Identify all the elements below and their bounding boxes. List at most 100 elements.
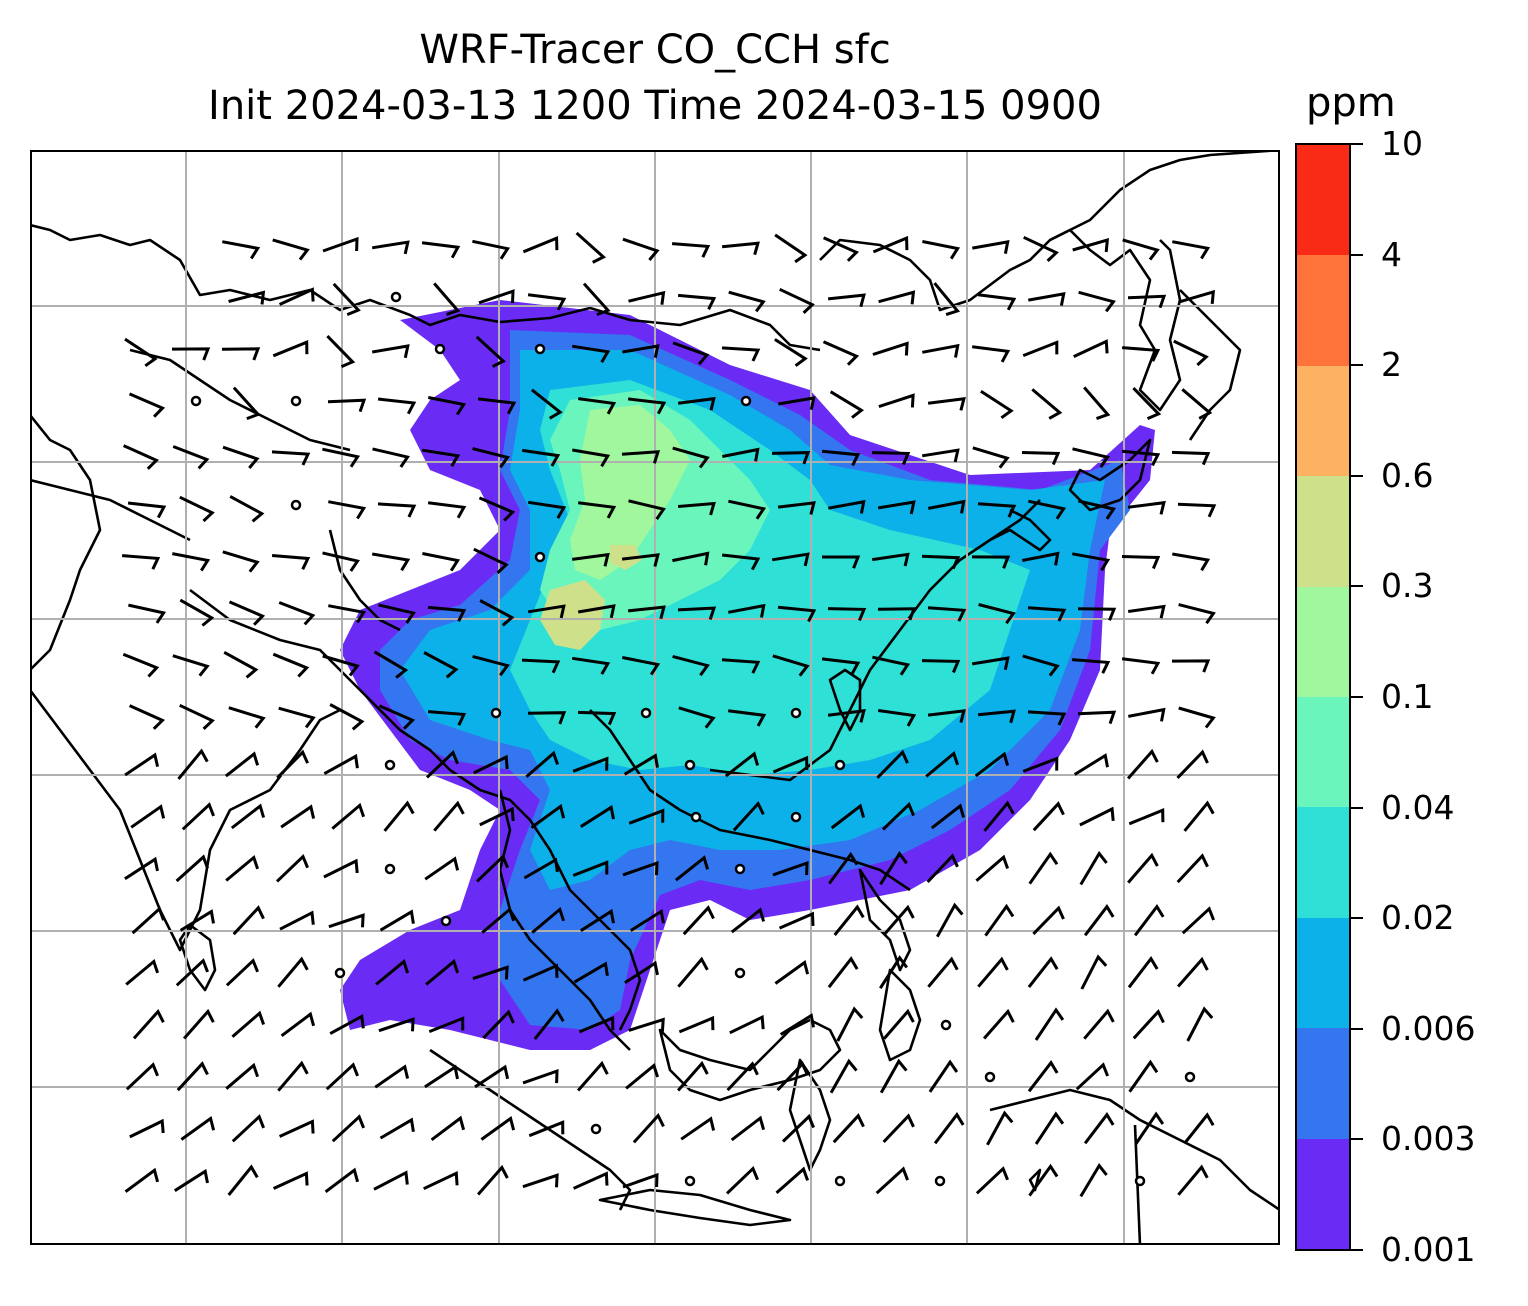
wind-barb — [378, 603, 416, 624]
wind-barb — [1183, 1112, 1215, 1145]
colorbar-tick-label: 0.02 — [1381, 898, 1455, 938]
wind-barb — [1127, 500, 1166, 515]
wind-barb — [879, 1058, 908, 1094]
wind-barb — [982, 1008, 1015, 1040]
wind-barb — [772, 654, 810, 677]
wind-barb — [925, 750, 960, 778]
colorbar-unit: ppm — [1306, 80, 1396, 126]
wind-barb — [1171, 450, 1211, 466]
wind-barb — [922, 343, 960, 358]
wind-barb — [379, 909, 415, 932]
wind-barb — [872, 341, 909, 356]
wind-barb — [522, 963, 559, 982]
wind-barb — [582, 282, 611, 317]
wind-barb — [1127, 956, 1159, 989]
wind-barb — [525, 750, 560, 778]
calm-wind-marker — [790, 707, 802, 719]
wind-barb — [478, 496, 516, 522]
wind-barb — [1127, 852, 1159, 884]
wind-barb — [472, 239, 511, 260]
wind-barb — [127, 501, 167, 519]
wind-barb — [323, 858, 359, 879]
wind-barb — [232, 386, 261, 421]
wind-barb — [576, 1060, 609, 1092]
wind-barb — [482, 1009, 515, 1039]
wind-barb — [176, 1061, 209, 1092]
wind-barb — [578, 1015, 615, 1034]
colorbar-tick-label: 0.001 — [1381, 1230, 1476, 1269]
wind-barb — [771, 552, 810, 567]
colorbar-tick-label: 0.1 — [1381, 677, 1434, 716]
wind-barb — [571, 344, 611, 363]
wind-barb — [128, 603, 167, 624]
wind-barb — [726, 1061, 759, 1092]
wind-barb — [1072, 447, 1110, 468]
wind-barb — [328, 604, 367, 624]
colorbar-tick — [1351, 474, 1363, 477]
wind-barb — [277, 1060, 309, 1092]
wind-barb — [672, 446, 710, 469]
wind-barb — [521, 658, 561, 674]
calm-wind-marker — [640, 707, 652, 719]
wind-barb — [732, 800, 765, 832]
wind-barb — [986, 1110, 1014, 1146]
wind-barb — [671, 242, 711, 258]
wind-barb — [730, 907, 766, 934]
colorbar-tick-label: 0.04 — [1381, 787, 1455, 827]
wind-barb — [1022, 756, 1059, 773]
wind-barb — [1027, 606, 1067, 622]
wind-barb — [475, 854, 509, 883]
wind-barb — [1176, 749, 1209, 779]
wind-barb — [935, 902, 964, 938]
calm-wind-marker — [290, 499, 302, 511]
wind-barb — [629, 908, 665, 932]
colorbar-tick — [1351, 1249, 1363, 1251]
wind-barb — [878, 393, 915, 409]
wind-barb — [523, 857, 559, 880]
wind-barb — [129, 1118, 165, 1139]
wind-barb — [1080, 954, 1108, 990]
wind-barb — [1028, 292, 1066, 306]
calm-wind-marker — [190, 395, 202, 407]
wind-barb — [1079, 850, 1108, 886]
wind-barb — [921, 659, 961, 674]
wind-barb — [533, 1008, 565, 1041]
wind-barb — [1178, 603, 1216, 625]
wind-barb — [272, 652, 310, 678]
wind-barb — [773, 338, 808, 367]
wind-barb — [323, 753, 359, 776]
wind-barb — [926, 853, 959, 884]
wind-barb — [225, 958, 259, 987]
colorbar-tick-label: 0.003 — [1381, 1119, 1476, 1159]
wind-barb — [1079, 806, 1115, 827]
wind-barb — [877, 709, 917, 727]
wind-barb — [881, 801, 915, 831]
wind-barb — [473, 547, 509, 575]
wind-barb — [227, 1164, 259, 1196]
wind-barb — [1032, 905, 1065, 935]
wind-barb — [872, 235, 909, 254]
wind-barb — [1083, 904, 1115, 937]
wind-barb — [131, 906, 166, 935]
wind-barb — [872, 655, 911, 676]
wind-barb — [572, 448, 611, 468]
wind-barb — [328, 500, 367, 520]
wind-barb — [272, 238, 310, 261]
wind-barb — [222, 445, 260, 469]
calm-wind-marker — [534, 343, 546, 355]
wind-barb — [577, 710, 617, 726]
wind-barb — [179, 598, 215, 627]
wind-barb — [1077, 710, 1117, 725]
wind-barb — [1186, 1006, 1214, 1042]
wind-barb — [1183, 800, 1215, 832]
calm-wind-marker — [290, 395, 302, 407]
wind-barb — [231, 1114, 265, 1143]
wind-barb — [430, 1115, 466, 1141]
wind-barb — [1121, 657, 1161, 675]
wind-barb — [771, 451, 811, 465]
wind-barb — [277, 956, 309, 988]
wind-barb — [730, 1115, 766, 1142]
colorbar-tick — [1351, 143, 1363, 145]
wind-barbs — [121, 231, 1217, 1198]
wind-barb — [1128, 807, 1165, 826]
